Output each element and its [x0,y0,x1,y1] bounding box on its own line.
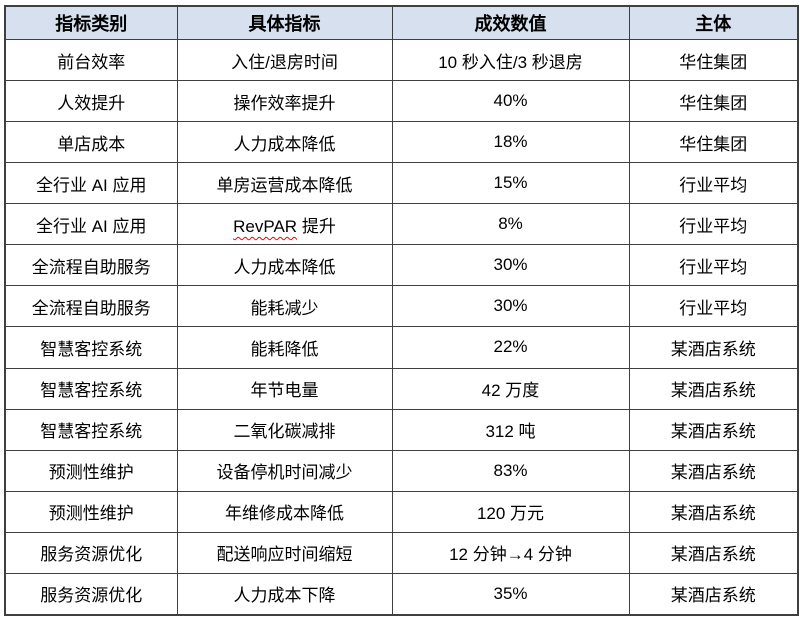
cell-subject: 行业平均 [628,203,799,246]
cell-category: 全行业 AI 应用 [4,162,178,205]
table-row: 全行业 AI 应用 单房运营成本降低 15% 行业平均 [4,162,799,205]
cell-value: 312 吨 [391,408,630,451]
cell-indicator: 人力成本降低 [176,121,393,164]
cell-value: 15% [391,162,630,205]
cell-subject: 某酒店系统 [628,408,799,451]
cell-subject: 华住集团 [628,38,799,82]
header-cell-indicator: 具体指标 [176,5,393,40]
cell-indicator: 配送响应时间缩短 [176,531,393,574]
cell-indicator: 能耗降低 [176,326,393,369]
cell-subject: 华住集团 [628,121,799,164]
cell-indicator: 能耗减少 [176,285,393,328]
cell-category: 人效提升 [4,80,178,123]
cell-indicator: 二氧化碳减排 [176,408,393,451]
cell-subject: 行业平均 [628,285,799,328]
table-row: 预测性维护 年维修成本降低 120 万元 某酒店系统 [4,490,799,533]
table-header-row: 指标类别 具体指标 成效数值 主体 [4,5,799,40]
cell-subject: 某酒店系统 [628,572,799,616]
table-row: 预测性维护 设备停机时间减少 83% 某酒店系统 [4,449,799,492]
table-row: 全行业 AI 应用 RevPAR 提升 8% 行业平均 [4,203,799,246]
header-cell-subject: 主体 [628,5,799,40]
cell-value: 30% [391,285,630,328]
cell-category: 服务资源优化 [4,572,178,616]
cell-indicator: 入住/退房时间 [176,38,393,82]
table-row: 前台效率 入住/退房时间 10 秒入住/3 秒退房 华住集团 [4,38,799,82]
table-row: 服务资源优化 人力成本下降 35% 某酒店系统 [4,572,799,616]
cell-category: 前台效率 [4,38,178,82]
cell-value: 10 秒入住/3 秒退房 [391,38,630,82]
cell-category: 预测性维护 [4,490,178,533]
table-row: 服务资源优化 配送响应时间缩短 12 分钟→4 分钟 某酒店系统 [4,531,799,574]
table-row: 全流程自助服务 能耗减少 30% 行业平均 [4,285,799,328]
cell-subject: 某酒店系统 [628,367,799,410]
cell-category: 预测性维护 [4,449,178,492]
table-row: 单店成本 人力成本降低 18% 华住集团 [4,121,799,164]
cell-category: 智慧客控系统 [4,367,178,410]
cell-subject: 华住集团 [628,80,799,123]
cell-category: 全流程自助服务 [4,244,178,287]
cell-indicator: 单房运营成本降低 [176,162,393,205]
cell-category: 全行业 AI 应用 [4,203,178,246]
cell-indicator: RevPAR 提升 [176,203,393,246]
cell-subject: 某酒店系统 [628,490,799,533]
cell-value: 40% [391,80,630,123]
table-row: 智慧客控系统 二氧化碳减排 312 吨某酒店系统 [4,408,799,451]
cell-value: 8% [391,203,630,246]
metrics-table: 指标类别 具体指标 成效数值 主体 前台效率 入住/退房时间 10 秒入住/3 秒退… [4,5,799,616]
cell-value: 35% [391,572,630,616]
cell-subject: 行业平均 [628,162,799,205]
cell-indicator: 人力成本降低 [176,244,393,287]
cell-subject: 行业平均 [628,244,799,287]
cell-subject: 某酒店系统 [628,531,799,574]
table-row: 人效提升 操作效率提升 40% 华住集团 [4,80,799,123]
cell-category: 智慧客控系统 [4,326,178,369]
cell-indicator: 设备停机时间减少 [176,449,393,492]
cell-indicator: 年节电量 [176,367,393,410]
header-cell-category: 指标类别 [4,5,178,40]
cell-category: 全流程自助服务 [4,285,178,328]
cell-value: 42 万度 [391,367,630,410]
cell-value: 120 万元 [391,490,630,533]
cell-category: 服务资源优化 [4,531,178,574]
cell-value: 12 分钟→4 分钟 [391,531,630,574]
cell-category: 单店成本 [4,121,178,164]
table-row: 智慧客控系统 能耗降低 22% 某酒店系统 [4,326,799,369]
cell-indicator: 操作效率提升 [176,80,393,123]
table-row: 全流程自助服务 人力成本降低 30% 行业平均 [4,244,799,287]
table-body: 前台效率 入住/退房时间 10 秒入住/3 秒退房 华住集团 人效提升 操作效率提升 40%… [4,38,799,616]
cell-value: 30% [391,244,630,287]
header-cell-value: 成效数值 [391,5,630,40]
cell-indicator: 人力成本下降 [176,572,393,616]
cell-subject: 某酒店系统 [628,326,799,369]
cell-category: 智慧客控系统 [4,408,178,451]
spellcheck-underline: RevPAR [233,216,298,236]
cell-indicator: 年维修成本降低 [176,490,393,533]
cell-subject: 某酒店系统 [628,449,799,492]
cell-value: 83% [391,449,630,492]
cell-value: 18% [391,121,630,164]
table-row: 智慧客控系统 年节电量 42 万度 某酒店系统 [4,367,799,410]
cell-value: 22% [391,326,630,369]
